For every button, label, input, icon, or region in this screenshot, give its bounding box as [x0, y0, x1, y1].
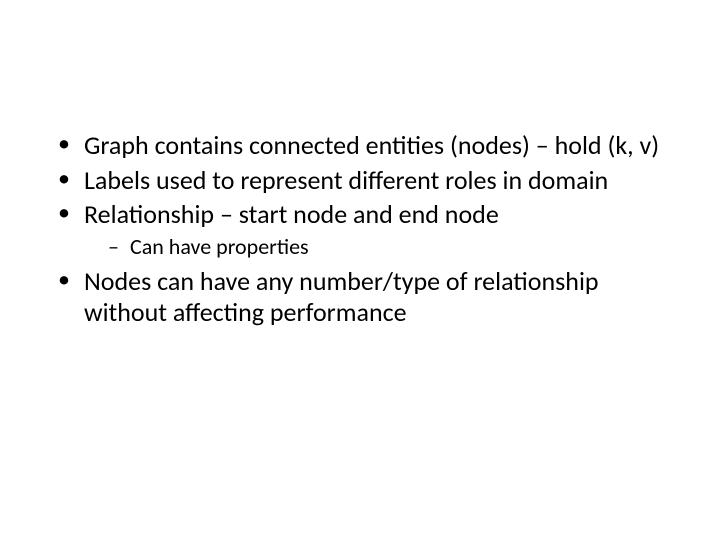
list-item: Nodes can have any number/type of relati…	[56, 266, 664, 327]
bullet-list: Graph contains connected entities (nodes…	[56, 130, 664, 328]
list-item: Graph contains connected entities (nodes…	[56, 130, 664, 161]
bullet-text: Graph contains connected entities (nodes…	[84, 129, 659, 161]
slide: Graph contains connected entities (nodes…	[0, 0, 720, 540]
list-item: Relationship – start node and end node C…	[56, 199, 664, 260]
sub-bullet-list: Can have properties	[84, 234, 664, 260]
list-item: Labels used to represent different roles…	[56, 165, 664, 196]
list-item: Can have properties	[108, 234, 664, 260]
bullet-text: Nodes can have any number/type of relati…	[84, 265, 599, 328]
bullet-text: Labels used to represent different roles…	[84, 164, 608, 196]
bullet-text: Relationship – start node and end node	[84, 198, 499, 230]
bullet-text: Can have properties	[130, 233, 309, 260]
